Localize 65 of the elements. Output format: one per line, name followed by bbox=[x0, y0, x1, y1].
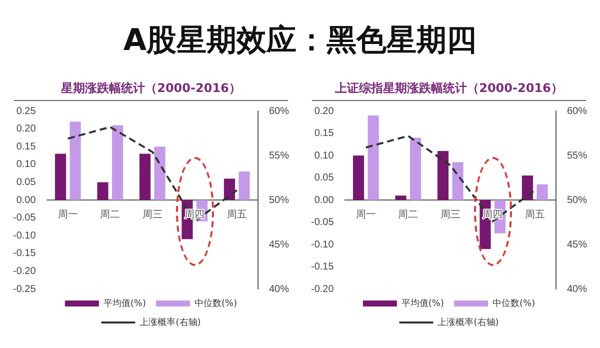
bar bbox=[536, 184, 548, 200]
bar bbox=[154, 146, 166, 200]
y-tick-label: -0.25 bbox=[12, 284, 36, 295]
y-tick-label: 0.20 bbox=[16, 124, 36, 135]
x-tick-label: 周二 bbox=[398, 210, 418, 221]
y2-tick-label: 50% bbox=[268, 194, 290, 206]
legend-label: 上涨概率(右轴) bbox=[438, 316, 499, 328]
y2-tick-label: 50% bbox=[566, 194, 588, 206]
bar bbox=[437, 151, 449, 200]
y-tick-label: -0.20 bbox=[12, 266, 36, 277]
chart-subtitle: 星期涨跌幅统计（2000-2016） bbox=[14, 80, 288, 101]
y2-tick-label: 60% bbox=[566, 106, 588, 117]
y-tick-label: 0.05 bbox=[314, 172, 334, 184]
x-tick-label: 周一 bbox=[356, 210, 376, 221]
y2-tick-label: 45% bbox=[268, 239, 290, 250]
x-tick-label: 周五 bbox=[226, 210, 247, 221]
x-tick-label: 周三 bbox=[440, 210, 460, 221]
bar bbox=[522, 176, 534, 200]
y-tick-label: 0.10 bbox=[314, 150, 334, 162]
bar bbox=[112, 125, 124, 200]
bar bbox=[238, 172, 250, 200]
y-tick-label: 0.10 bbox=[16, 159, 36, 170]
y-tick-label: -0.05 bbox=[310, 217, 334, 228]
bar bbox=[139, 154, 151, 200]
y-tick-label: -0.05 bbox=[12, 212, 36, 224]
legend-label: 上涨概率(右轴) bbox=[140, 316, 201, 328]
line-series bbox=[364, 134, 536, 222]
x-tick-label: 周二 bbox=[100, 210, 120, 221]
bar bbox=[97, 182, 108, 200]
y2-tick-label: 55% bbox=[566, 150, 588, 162]
chart-title: A股星期效应：黑色星期四 bbox=[122, 22, 478, 60]
y2-tick-label: 55% bbox=[268, 150, 290, 162]
bar bbox=[352, 156, 364, 200]
legend-label: 平均值(%) bbox=[401, 298, 444, 309]
y-tick-label: -0.15 bbox=[310, 262, 334, 272]
x-tick-label: 周一 bbox=[58, 210, 78, 221]
y-tick-label: -0.15 bbox=[12, 248, 36, 260]
bar bbox=[54, 154, 66, 200]
y2-tick-label: 40% bbox=[566, 284, 588, 295]
y2-tick-label: 45% bbox=[566, 239, 588, 250]
y-tick-label: -0.20 bbox=[310, 284, 334, 295]
bar bbox=[70, 122, 81, 200]
bar bbox=[395, 196, 406, 200]
legend-label: 平均值(%) bbox=[103, 298, 146, 309]
y-tick-label: 0.15 bbox=[16, 141, 36, 152]
bar bbox=[452, 162, 464, 200]
y-tick-label: 0.05 bbox=[16, 176, 36, 188]
legend-label: 中位数(%) bbox=[492, 298, 536, 309]
y-tick-label: 0.25 bbox=[16, 106, 36, 117]
y2-tick-label: 40% bbox=[268, 284, 290, 295]
y-tick-label: 0.00 bbox=[16, 194, 36, 206]
bar bbox=[410, 138, 422, 200]
line-series bbox=[66, 126, 238, 222]
x-tick-label: 周三 bbox=[142, 210, 162, 221]
chart-title: 上证综指星期涨跌幅统计（2000-2016） bbox=[312, 80, 586, 101]
y-tick-label: 0.00 bbox=[314, 194, 334, 206]
y-tick-label: 0.15 bbox=[314, 128, 334, 139]
x-tick-label: 周五 bbox=[524, 210, 545, 221]
y-tick-label: -0.10 bbox=[12, 230, 36, 242]
y2-tick-label: 60% bbox=[268, 106, 290, 117]
legend-label: 中位数(%) bbox=[194, 298, 238, 309]
bar bbox=[224, 178, 236, 200]
bar bbox=[368, 115, 379, 200]
y-tick-label: -0.10 bbox=[310, 239, 334, 250]
y-tick-label: 0.20 bbox=[314, 106, 334, 117]
